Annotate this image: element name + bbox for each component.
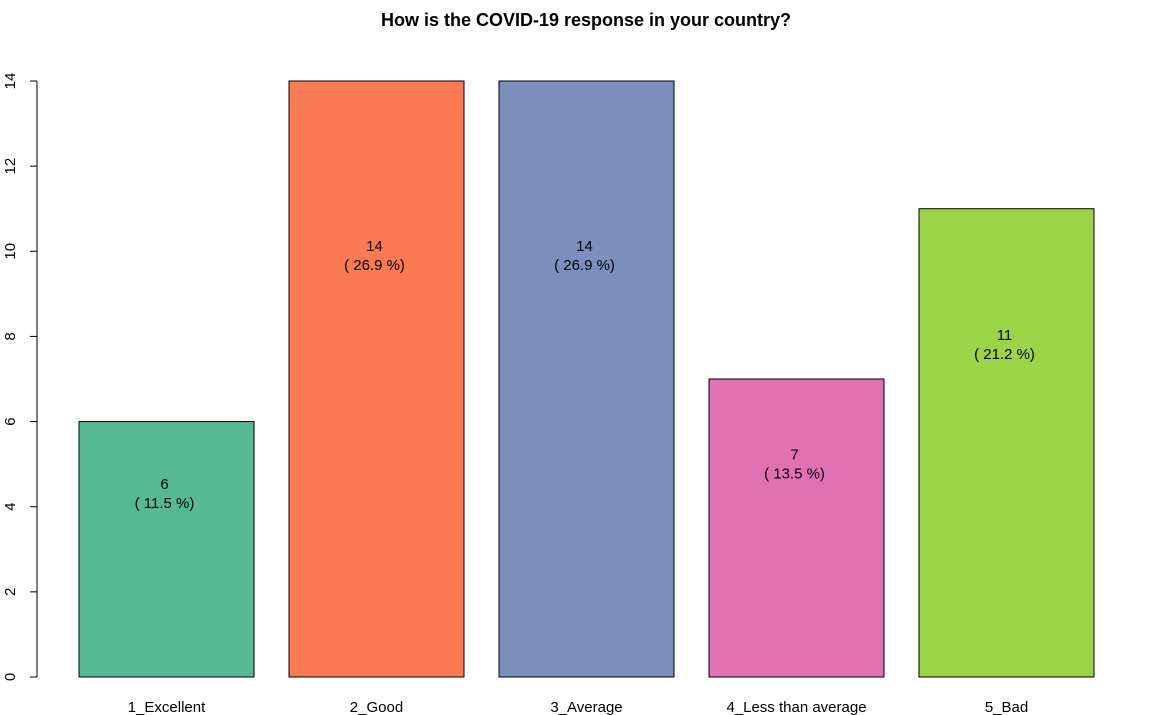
x-tick-label: 3_Average — [550, 699, 622, 715]
bar — [78, 421, 255, 678]
y-tick-label: 4 — [2, 503, 19, 511]
x-tick-label: 4_Less than average — [726, 699, 866, 715]
bar — [918, 208, 1095, 678]
x-tick-label: 1_Excellent — [128, 699, 206, 715]
x-tick-label: 2_Good — [350, 699, 403, 715]
bars: 6 ( 11.5 %) 14 ( 26.9 %) 14 ( 26.9 %) 7 ( 13.5 … — [78, 80, 1095, 678]
y-tick-label: 0 — [2, 673, 19, 681]
bar-percent-label: ( 11.5 %) — [135, 495, 195, 512]
bar-value-label: 6 — [160, 476, 168, 493]
y-axis: 0 2 4 6 8 10 12 14 — [2, 73, 38, 681]
y-tick-label: 12 — [2, 158, 19, 175]
bar — [498, 80, 675, 678]
bar — [288, 80, 465, 678]
bar — [708, 378, 885, 678]
bar-percent-label: ( 13.5 %) — [764, 465, 825, 482]
bar-percent-label: ( 26.9 %) — [344, 257, 405, 274]
bar-percent-label: ( 21.2 %) — [974, 346, 1035, 363]
x-axis-labels: 1_Excellent 2_Good 3_Average 4_Less than av… — [128, 699, 1028, 715]
bar-value-label: 11 — [997, 327, 1013, 344]
bar-percent-label: ( 26.9 %) — [554, 257, 615, 274]
bar-value-label: 14 — [366, 238, 383, 255]
y-tick-label: 2 — [2, 588, 19, 596]
y-tick-label: 14 — [2, 73, 19, 90]
y-tick-label: 6 — [2, 417, 19, 425]
chart-title: How is the COVID-19 response in your cou… — [381, 10, 791, 30]
y-tick-label: 10 — [2, 243, 19, 260]
bar-value-label: 7 — [790, 446, 798, 463]
y-tick-label: 8 — [2, 332, 19, 340]
bar-value-label: 14 — [576, 238, 593, 255]
x-tick-label: 5_Bad — [985, 699, 1028, 715]
